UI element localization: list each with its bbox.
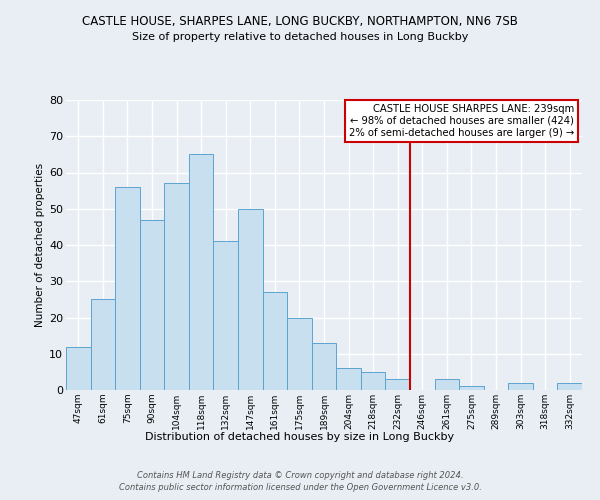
- Text: Size of property relative to detached houses in Long Buckby: Size of property relative to detached ho…: [132, 32, 468, 42]
- Bar: [66, 346, 91, 390]
- Y-axis label: Number of detached properties: Number of detached properties: [35, 163, 45, 327]
- Text: CASTLE HOUSE SHARPES LANE: 239sqm
← 98% of detached houses are smaller (424)
2% : CASTLE HOUSE SHARPES LANE: 239sqm ← 98% …: [349, 104, 574, 138]
- Bar: [557, 383, 582, 390]
- Bar: [508, 383, 533, 390]
- Bar: [336, 368, 361, 390]
- Bar: [434, 379, 459, 390]
- Text: CASTLE HOUSE, SHARPES LANE, LONG BUCKBY, NORTHAMPTON, NN6 7SB: CASTLE HOUSE, SHARPES LANE, LONG BUCKBY,…: [82, 15, 518, 28]
- Bar: [459, 386, 484, 390]
- Bar: [361, 372, 385, 390]
- Text: Contains HM Land Registry data © Crown copyright and database right 2024.: Contains HM Land Registry data © Crown c…: [137, 471, 463, 480]
- Bar: [164, 184, 189, 390]
- Bar: [115, 187, 140, 390]
- Bar: [189, 154, 214, 390]
- Bar: [214, 242, 238, 390]
- Text: Distribution of detached houses by size in Long Buckby: Distribution of detached houses by size …: [145, 432, 455, 442]
- Bar: [140, 220, 164, 390]
- Bar: [385, 379, 410, 390]
- Text: Contains public sector information licensed under the Open Government Licence v3: Contains public sector information licen…: [119, 484, 481, 492]
- Bar: [91, 300, 115, 390]
- Bar: [263, 292, 287, 390]
- Bar: [238, 209, 263, 390]
- Bar: [287, 318, 312, 390]
- Bar: [312, 343, 336, 390]
